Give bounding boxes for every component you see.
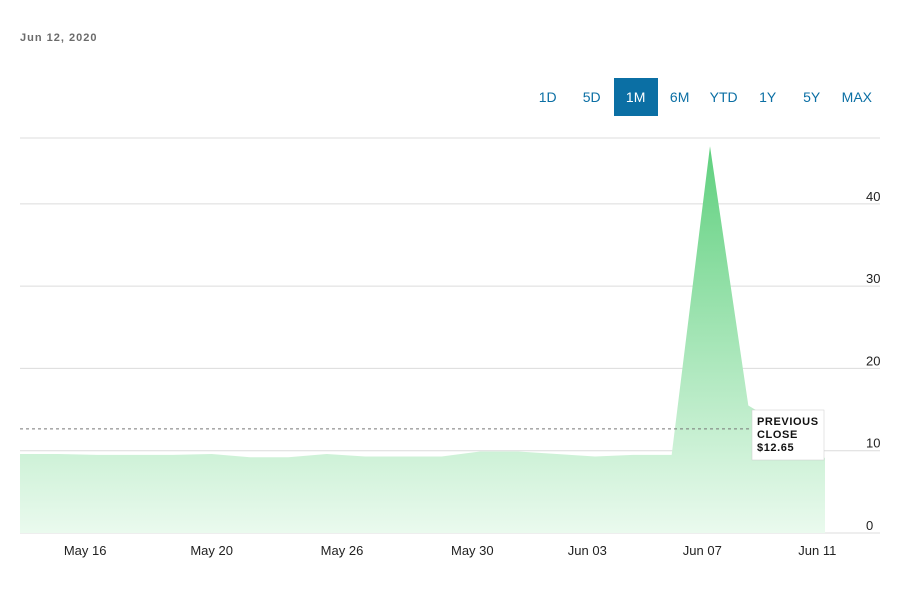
x-tick-label: Jun 03	[568, 543, 607, 558]
range-button-5y[interactable]: 5Y	[803, 89, 821, 105]
x-axis-tick-labels: May 16 May 20 May 26 May 30 Jun 03 Jun 07 Jun …	[64, 543, 837, 558]
x-tick-label: May 20	[190, 543, 233, 558]
x-tick-label: May 16	[64, 543, 107, 558]
range-button-1m[interactable]: 1M	[613, 78, 658, 116]
range-button-1y[interactable]: 1Y	[759, 89, 777, 105]
chart-date-label: Jun 12, 2020	[20, 32, 98, 44]
previous-close-tooltip: PREVIOUS CLOSE $12.65	[751, 409, 825, 461]
previous-close-label-line2: CLOSE	[757, 429, 798, 441]
range-button-6m[interactable]: 6M	[669, 89, 690, 105]
y-tick-label: 30	[866, 271, 880, 286]
y-tick-label: 10	[866, 436, 880, 451]
y-tick-label: 0	[866, 518, 873, 533]
previous-close-value: $12.65	[757, 442, 794, 454]
price-area	[20, 146, 825, 533]
time-range-selector: 1D 5D 1M 6M YTD 1Y 5Y MAX	[526, 78, 880, 116]
range-button-ytd[interactable]: YTD	[709, 89, 738, 105]
x-tick-label: May 26	[321, 543, 364, 558]
y-axis-tick-labels: 0 10 20 30 40	[866, 189, 880, 533]
range-button-5d[interactable]: 5D	[582, 89, 601, 105]
previous-close-label-line1: PREVIOUS	[757, 416, 819, 428]
range-button-1d[interactable]: 1D	[538, 89, 557, 105]
x-tick-label: Jun 11	[798, 543, 836, 558]
range-button-max[interactable]: MAX	[841, 89, 872, 105]
x-tick-label: May 30	[451, 543, 494, 558]
previous-close-tooltip-box	[751, 409, 825, 461]
x-tick-label: Jun 07	[683, 543, 722, 558]
y-tick-label: 40	[866, 189, 880, 204]
y-tick-label: 20	[866, 353, 880, 368]
